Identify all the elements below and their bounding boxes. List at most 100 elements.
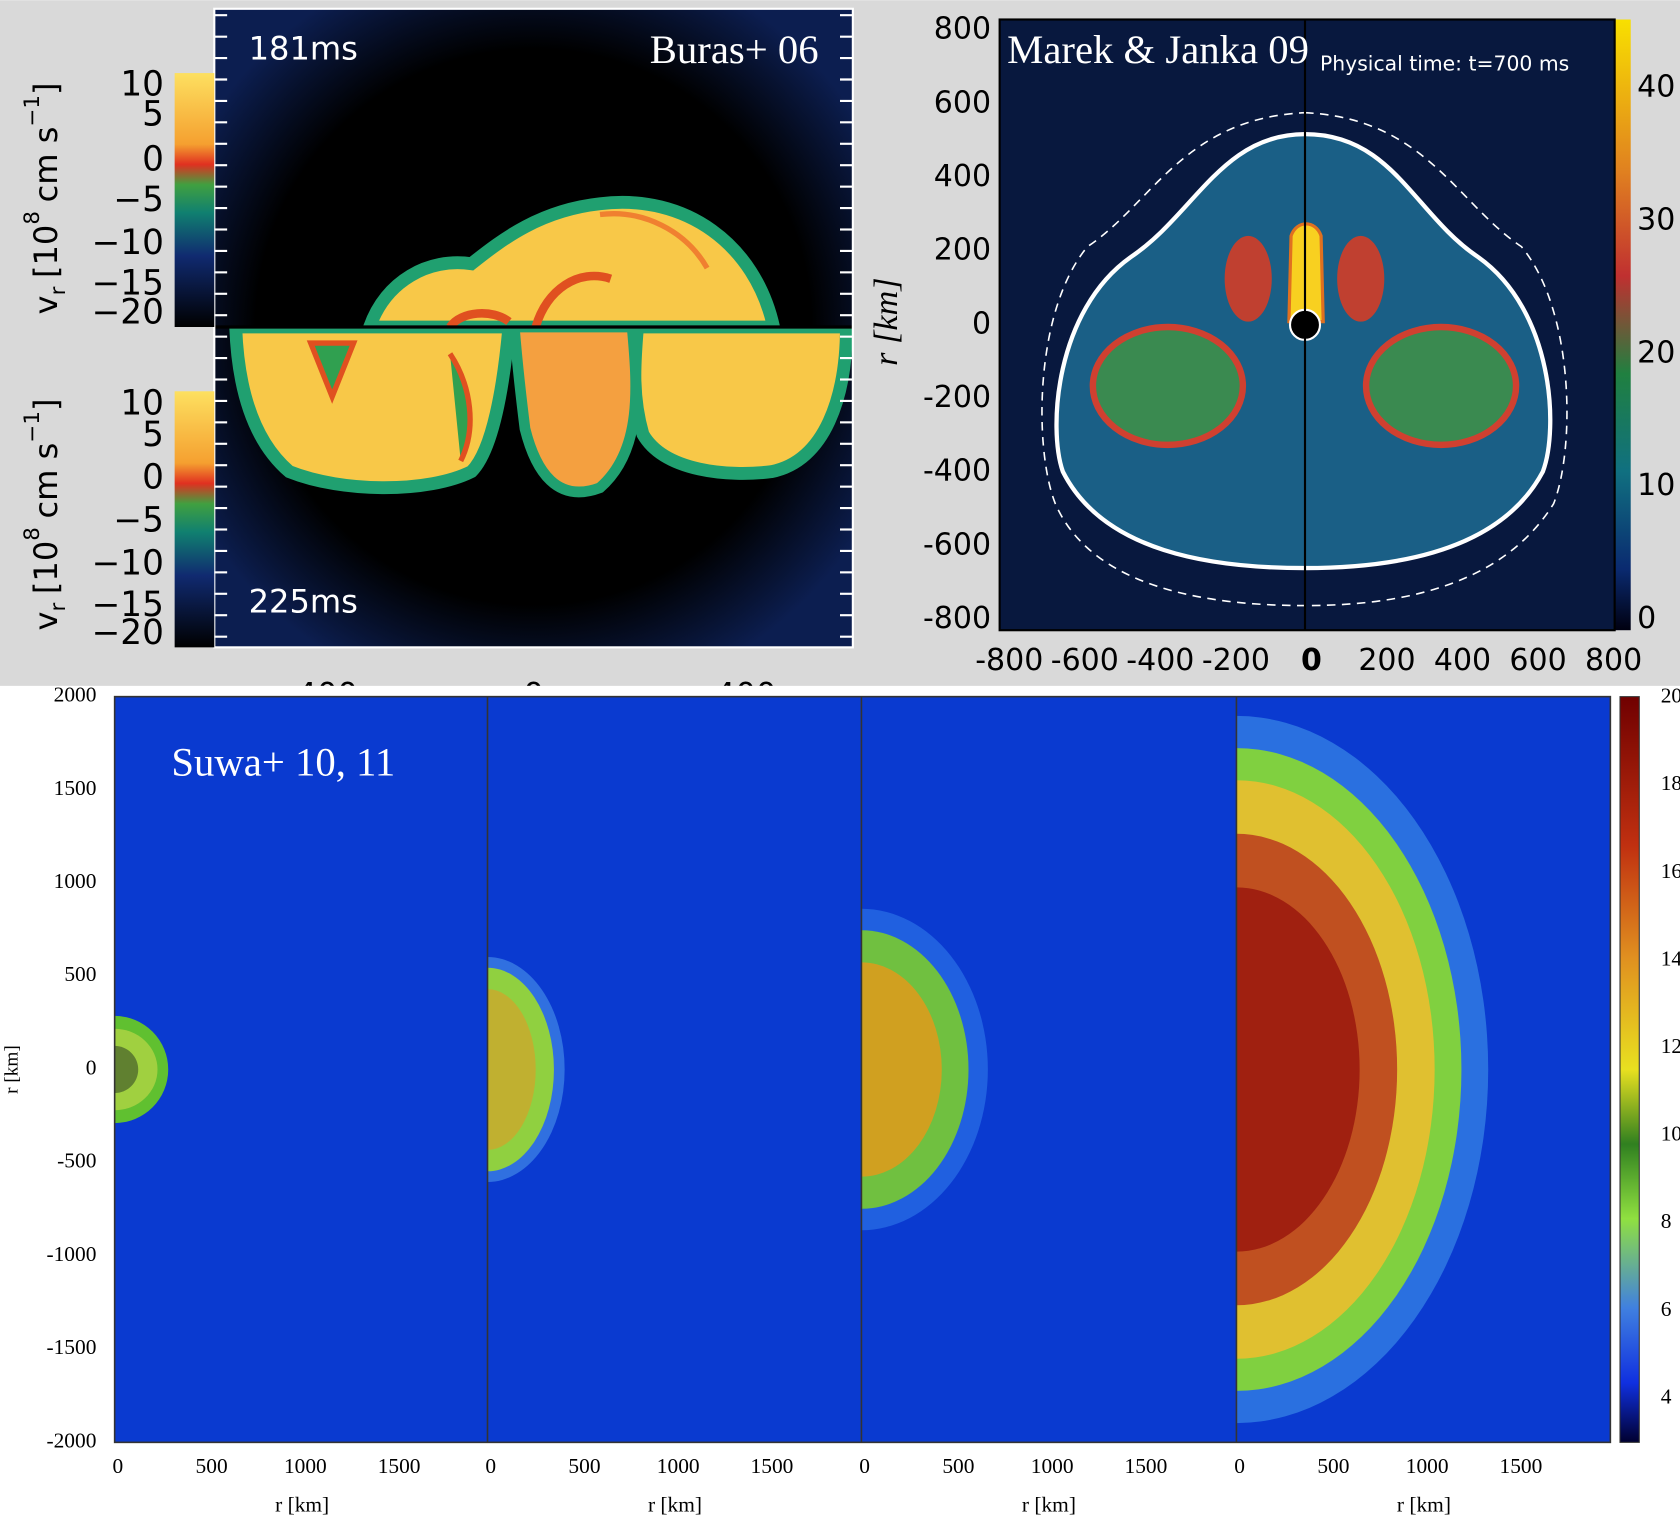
colorbar-tick-label: −10 [92,223,164,263]
y-tick-label: 1000 [54,869,97,893]
label-part: −1 [20,411,45,443]
y-axis-label: r [km] [1,1045,22,1094]
x-tick-label: 1000 [1031,1454,1074,1478]
y-tick-label: 0 [972,306,991,341]
y-tick-label: 0 [86,1055,97,1079]
label-part: [10 [27,225,65,278]
colorbar-top [175,73,215,327]
x-tick-label: 500 [196,1454,228,1478]
colorbar-tick-label: 8 [1661,1209,1672,1233]
plume [1093,327,1243,445]
colorbar-tick-label: 14 [1661,946,1680,970]
y-tick-label: 500 [64,962,96,986]
buras-bottom-field [236,327,847,492]
x-tick-label: 1500 [751,1454,794,1478]
colorbar-bottom [175,391,215,647]
x-tick-label: 0 [859,1454,870,1478]
time-label: 181ms [249,30,358,68]
colorbar-tick-label: 12 [1661,1034,1680,1058]
colorbar-tick-label: 0 [1637,601,1656,636]
x-tick-label: 500 [942,1454,974,1478]
y-tick-label: 1500 [54,776,97,800]
colorbar-tick-label: 20 [1637,335,1675,370]
x-tick-label: 0 [1301,643,1322,678]
colorbar-tick-label: −5 [113,180,164,220]
colorbar-tick-label: 5 [142,415,164,455]
label-part: −1 [20,95,45,127]
colorbar-tick-label: 0 [142,139,164,179]
x-axis-label: r [km] [1022,1493,1076,1517]
colorbar [1615,20,1631,631]
x-tick-label: 0 [113,1454,124,1478]
x-axis-label: r [km] [1397,1493,1451,1517]
outflow-blob [635,327,847,473]
plume [1366,327,1516,445]
y-tick-label: -600 [923,527,991,562]
y-tick-label: 200 [934,233,991,268]
x-tick-label: 800 [1585,643,1642,678]
panel-label: Buras+ 06 [650,27,819,72]
x-tick-label: 600 [1509,643,1566,678]
colorbar-tick-label: −20 [92,293,164,333]
y-tick-label: 400 [934,159,991,194]
colorbar-tick-label: 5 [142,94,164,134]
y-axis-label: r [km] [867,277,905,366]
colorbar-tick-label: −10 [92,543,164,583]
y-tick-label: -400 [923,454,991,489]
x-tick-label: 500 [568,1454,600,1478]
x-tick-label: -200 [1202,643,1270,678]
x-tick-label: 1500 [1499,1454,1542,1478]
y-tick-label: -1500 [46,1335,96,1359]
colorbar-tick-label: −5 [113,501,164,541]
colorbar-tick-label: −20 [92,613,164,653]
colorbar-tick-label: 10 [1637,468,1675,503]
label-part: v [27,612,65,631]
x-tick-label: 0 [1234,1454,1245,1478]
y-tick-label: -2000 [46,1428,96,1452]
y-tick-label: -500 [57,1149,96,1173]
panel-label: Marek & Janka 09 [1007,27,1309,72]
x-tick-label: 200 [1358,643,1415,678]
colorbar-tick-label: 4 [1661,1384,1672,1408]
label-part: ] [27,398,65,411]
x-tick-label: 1000 [657,1454,700,1478]
plume [1225,236,1272,322]
label-part: cm s [27,443,65,519]
colorbar-tick-label: 30 [1637,202,1675,237]
label-part: r [46,286,71,295]
colorbar-tick-label: 6 [1661,1297,1672,1321]
y-tick-label: 600 [934,85,991,120]
x-tick-label: -800 [975,643,1043,678]
x-axis-label: r [km] [275,1493,329,1517]
x-tick-label: 1000 [1406,1454,1449,1478]
label-part: ] [27,82,65,95]
x-tick-label: 1500 [1124,1454,1167,1478]
page: 181ms 225ms Buras+ 06 10105500−5−5−10−10… [0,0,1680,1524]
x-axis-label: r [km] [648,1493,702,1517]
colorbar-tick-label: 10 [1661,1122,1680,1146]
x-tick-label: 500 [1317,1454,1349,1478]
label-part: [10 [27,541,65,594]
colorbar-tick-label: 20 [1661,684,1680,708]
x-tick-label: 1000 [284,1454,327,1478]
y-tick-label: -200 [923,380,991,415]
x-tick-label: -600 [1051,643,1119,678]
x-tick-label: 1500 [378,1454,421,1478]
time-label: 225ms [249,582,358,620]
x-tick-label: 0 [485,1454,496,1478]
figure: 181ms 225ms Buras+ 06 10105500−5−5−10−10… [0,0,1680,1524]
colorbar-tick-label: 0 [142,458,164,498]
colorbar-tick-label: 16 [1661,859,1680,883]
time-label: Physical time: t=700 ms [1320,52,1569,76]
label-part: 8 [20,211,45,225]
label-part: v [27,295,65,314]
x-tick-label: 400 [1434,643,1491,678]
colorbar-tick-label: 40 [1637,70,1675,105]
y-tick-label: 800 [934,12,991,47]
label-part: r [46,603,71,612]
y-tick-label: 2000 [54,683,97,707]
colorbar-tick-label: 18 [1661,771,1680,795]
label-part: 8 [20,527,45,541]
label-part: cm s [27,127,65,203]
